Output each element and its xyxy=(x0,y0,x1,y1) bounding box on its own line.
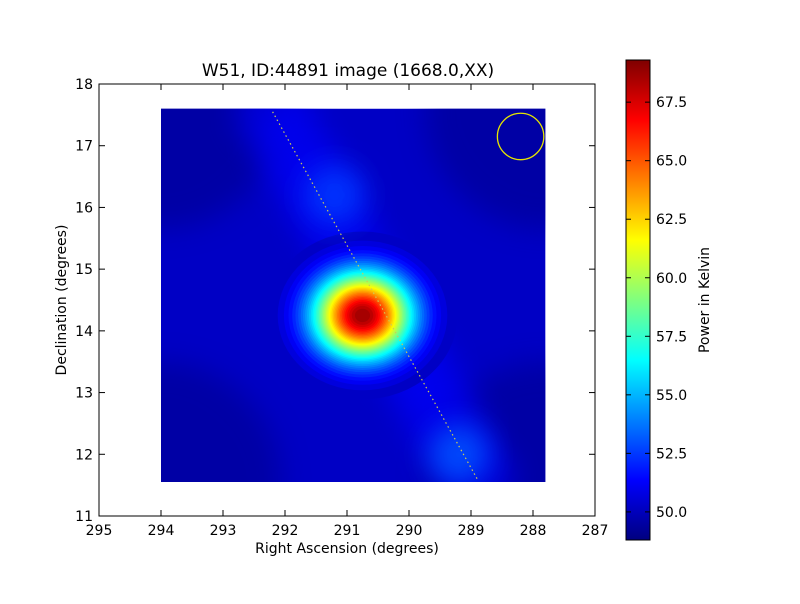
x-tick-label: 294 xyxy=(148,523,175,539)
colorbar-label: Power in Kelvin xyxy=(697,247,713,353)
source-2 xyxy=(428,424,489,483)
y-tick-label: 11 xyxy=(75,509,93,525)
source-1 xyxy=(304,165,365,226)
y-axis-label: Declination (degrees) xyxy=(54,225,70,376)
colorbar-tick-label: 50.0 xyxy=(656,505,687,521)
overlays xyxy=(272,111,545,480)
colorbar-tick-label: 57.5 xyxy=(656,329,687,345)
y-tick-label: 13 xyxy=(75,386,93,402)
y-tick-label: 12 xyxy=(75,447,93,463)
source-0 xyxy=(267,231,458,400)
low-emission-corner xyxy=(425,108,546,229)
colorbar-tick-label: 52.5 xyxy=(656,446,687,462)
colorbar xyxy=(625,59,651,541)
colorbar-ticks: 50.0 52.5 55.0 57.5 60.0 62.5 65.0 67.5 xyxy=(626,95,687,521)
colorbar-tick-label: 60.0 xyxy=(656,271,687,287)
x-tick-label: 293 xyxy=(210,523,237,539)
source-blob xyxy=(428,424,489,483)
y-tick-label: 18 xyxy=(75,77,93,93)
y-tick-label: 15 xyxy=(75,262,93,278)
low-emission-corner xyxy=(161,362,281,483)
colorbar-tick-label: 55.0 xyxy=(656,388,687,404)
colorbar-tick-label: 62.5 xyxy=(656,212,687,228)
source-blob xyxy=(304,165,365,226)
heatmap-image xyxy=(161,108,546,483)
x-tick-label: 287 xyxy=(582,523,609,539)
y-tick-label: 14 xyxy=(75,324,93,340)
y-tick-label: 16 xyxy=(75,200,93,216)
beam-circle xyxy=(496,112,545,161)
colorbar-tick-label: 67.5 xyxy=(656,95,687,111)
x-tick-label: 288 xyxy=(520,523,547,539)
x-tick-label: 292 xyxy=(272,523,299,539)
colorbar-tick-label: 65.0 xyxy=(656,154,687,170)
chart-title: W51, ID:44891 image (1668.0,XX) xyxy=(202,61,494,81)
x-axis-label: Right Ascension (degrees) xyxy=(255,541,439,557)
x-tick-label: 291 xyxy=(334,523,361,539)
x-tick-label: 289 xyxy=(458,523,485,539)
y-tick-label: 17 xyxy=(75,139,93,155)
x-tick-label: 290 xyxy=(396,523,423,539)
x-axis-ticks: 295 294 293 292 291 290 289 288 287 xyxy=(86,84,609,539)
source-contour xyxy=(354,308,371,323)
x-tick-label: 295 xyxy=(86,523,113,539)
y-axis-ticks: 11 12 13 14 15 16 17 18 xyxy=(75,77,595,525)
